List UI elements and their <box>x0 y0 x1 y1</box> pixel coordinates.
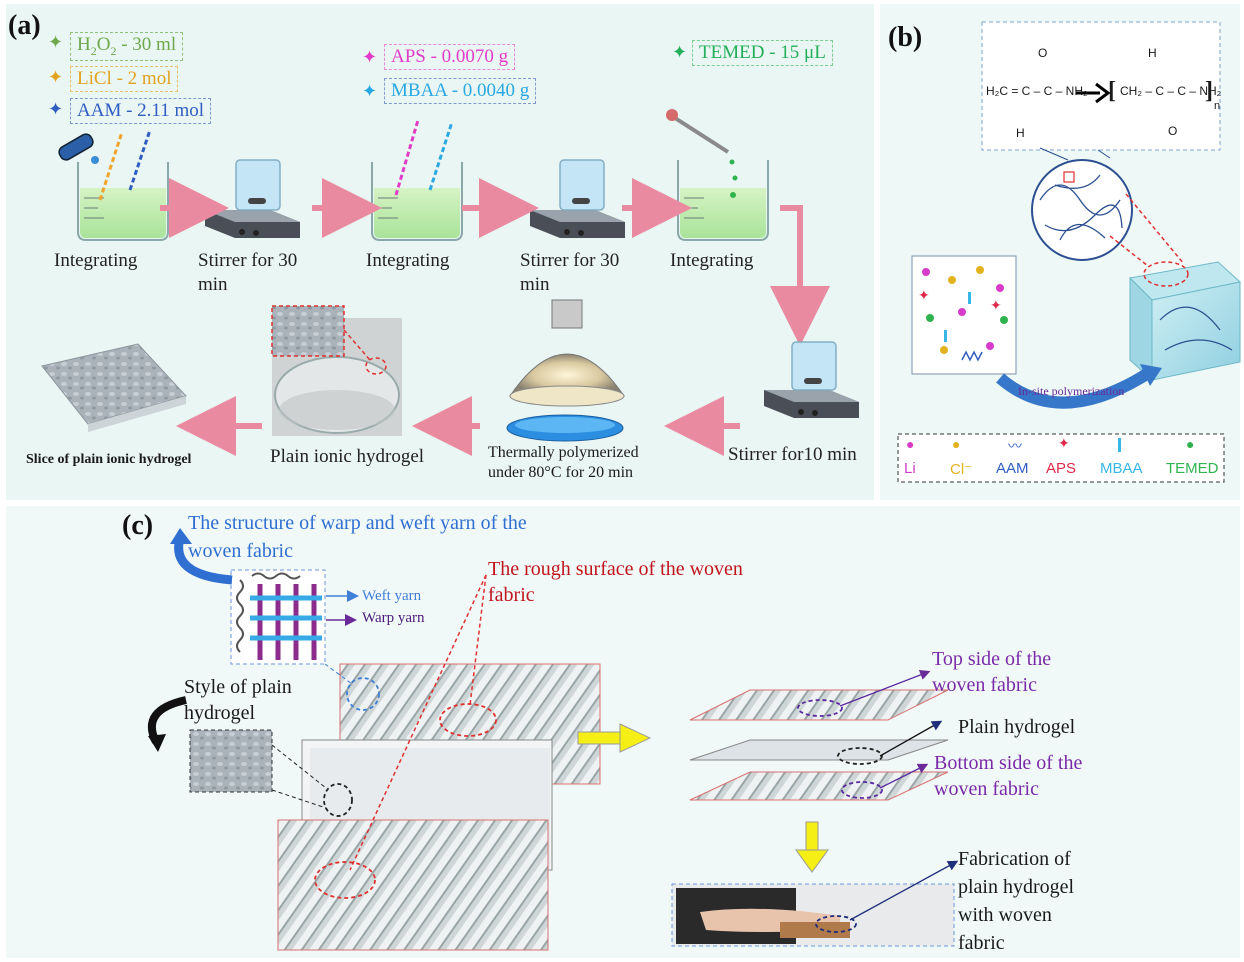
atom-o-polymer: O <box>1168 124 1178 138</box>
step-stirrer-30-2: Stirrer for 30 <box>520 250 620 271</box>
warp-yarn-label: Warp yarn <box>362 610 425 626</box>
polymer-network-icon <box>1031 147 1133 261</box>
top-side-label-2: woven fabric <box>932 674 1037 696</box>
svg-text:✦: ✦ <box>48 32 63 52</box>
bracket-left: [ <box>1108 78 1116 104</box>
svg-text:✦: ✦ <box>672 42 687 62</box>
sandwich-layers <box>689 669 949 801</box>
fabrication-label-3: with woven <box>958 904 1052 926</box>
fabrication-label-2: plain hydrogel <box>958 876 1075 898</box>
legend-temed: TEMED <box>1166 460 1219 477</box>
svg-text:✦: ✦ <box>990 299 1002 314</box>
step-integrating-2: Integrating <box>366 250 450 271</box>
magnetic-stirrer-icon <box>764 341 859 418</box>
magnetic-stirrer-icon <box>530 159 625 238</box>
legend-box <box>897 433 1225 483</box>
rough-surface-label-1: The rough surface of the woven <box>488 558 743 580</box>
process-arrows <box>160 178 830 456</box>
mbaa-bar-icon <box>1118 438 1121 452</box>
beaker-icon <box>58 129 169 241</box>
magnetic-stirrer-icon <box>205 159 300 238</box>
reagent-aam: AAM - 2.11 mol <box>70 98 212 124</box>
atom-h-polymer: H <box>1148 46 1157 60</box>
polymerization-arrow <box>996 366 1154 409</box>
step-thermal-2: under 80°C for 20 min <box>488 464 634 481</box>
legend-aam: AAM <box>996 460 1029 477</box>
aps-star-icon: ✦ <box>1058 437 1070 452</box>
reagent-mbaa: MBAA - 0.0040 g <box>384 78 537 104</box>
temed-dot-icon: ● <box>1186 438 1195 453</box>
step-thermal-1: Thermally polymerized <box>488 444 639 461</box>
fabrication-label-1: Fabrication of <box>958 848 1071 870</box>
legend-li: Li <box>904 460 916 477</box>
bottom-side-label-1: Bottom side of the <box>934 752 1083 774</box>
atom-h-monomer: H <box>1016 126 1025 140</box>
aam-wave-icon: 〰 <box>1008 440 1022 455</box>
step-stirrer-10: Stirrer for10 min <box>728 444 857 465</box>
plain-ionic-hydrogel-photo <box>271 305 402 436</box>
legend-aps: APS <box>1046 460 1077 477</box>
structure-label-1: The structure of warp and weft yarn of t… <box>188 512 527 534</box>
svg-text:✦: ✦ <box>48 99 63 119</box>
fabrication-photo <box>671 860 959 947</box>
li-dot-icon: ● <box>906 438 915 453</box>
style-label-1: Style of plain <box>184 676 292 698</box>
reagent-h2o2: H2O2 - 30 ml <box>70 32 184 61</box>
structure-label-2: woven fabric <box>188 540 293 562</box>
style-label-2: hydrogel <box>184 702 256 724</box>
reaction-arrow-icon <box>1076 82 1111 104</box>
top-side-label-1: Top side of the <box>932 648 1052 670</box>
step-slice: Slice of plain ionic hydrogel <box>26 452 192 467</box>
step-plain-hydrogel: Plain ionic hydrogel <box>270 446 425 467</box>
panel-label-c: (c) <box>122 510 154 541</box>
atom-o-monomer: O <box>1038 46 1048 60</box>
svg-text:✦: ✦ <box>48 67 63 87</box>
panel-label-b: (b) <box>888 22 923 53</box>
reagent-aps: APS - 0.0070 g <box>384 44 516 70</box>
panel-label-a: (a) <box>8 10 41 41</box>
reagent-temed: TEMED - 15 μL <box>692 40 833 66</box>
svg-text:✦: ✦ <box>918 289 930 304</box>
svg-text:✦: ✦ <box>362 81 377 101</box>
reagent-licl: LiCl - 2 mol <box>70 66 179 92</box>
step-integrating-1: Integrating <box>54 250 138 271</box>
hydrogel-cube-icon <box>1109 193 1242 382</box>
fabrication-label-4: fabric <box>958 932 1005 954</box>
beaker-with-dropper-icon <box>666 109 769 241</box>
fabric-layers-stack <box>189 574 601 951</box>
svg-text:✦: ✦ <box>362 47 377 67</box>
curved-arrow-icon <box>174 536 233 585</box>
hydrogel-slice-icon <box>41 343 187 432</box>
cl-dot-icon: ● <box>952 438 961 453</box>
reagent-sparkle-icons: ✦ ✦ ✦ ✦ ✦ ✦ <box>48 32 687 119</box>
step-integrating-3: Integrating <box>670 250 754 271</box>
monomer-mixture-box: ✦✦ <box>911 255 1017 375</box>
step-stirrer-30-1: Stirrer for 30 <box>198 250 298 271</box>
polymer-formula: CH₂ – C – C – NH₂ <box>1120 84 1222 98</box>
polymerization-label: In-site polymerization <box>1018 384 1125 398</box>
monomer-formula: H₂C = C – C – NH₂ <box>986 84 1088 98</box>
subscript-n: n <box>1214 100 1221 112</box>
heat-lamp-icon <box>506 299 625 442</box>
step-stirrer-30-1-min: min <box>198 274 228 295</box>
legend: ● Li ● Cl⁻ 〰 AAM ✦ APS MBAA ● TEMED <box>900 434 1224 482</box>
weave-structure-diagram <box>230 569 359 665</box>
legend-cl: Cl⁻ <box>950 461 973 478</box>
beaker-icon <box>371 119 463 241</box>
legend-mbaa: MBAA <box>1100 460 1143 477</box>
yellow-arrow-icon <box>577 723 829 873</box>
bracket-right: ] <box>1205 78 1213 104</box>
step-stirrer-30-2-min: min <box>520 274 550 295</box>
rough-surface-label-2: fabric <box>488 584 535 606</box>
weft-yarn-label: Weft yarn <box>362 588 422 604</box>
bottom-side-label-2: woven fabric <box>934 778 1039 800</box>
plain-hydrogel-label: Plain hydrogel <box>958 716 1076 738</box>
